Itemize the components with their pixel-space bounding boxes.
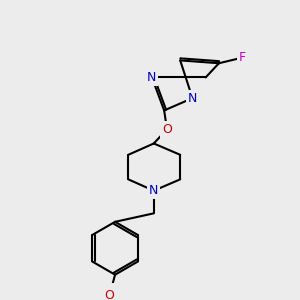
Text: N: N <box>147 71 157 84</box>
Text: O: O <box>162 123 172 136</box>
Text: F: F <box>239 51 246 64</box>
Text: N: N <box>188 92 197 105</box>
Text: N: N <box>149 184 158 197</box>
Text: O: O <box>104 289 114 300</box>
